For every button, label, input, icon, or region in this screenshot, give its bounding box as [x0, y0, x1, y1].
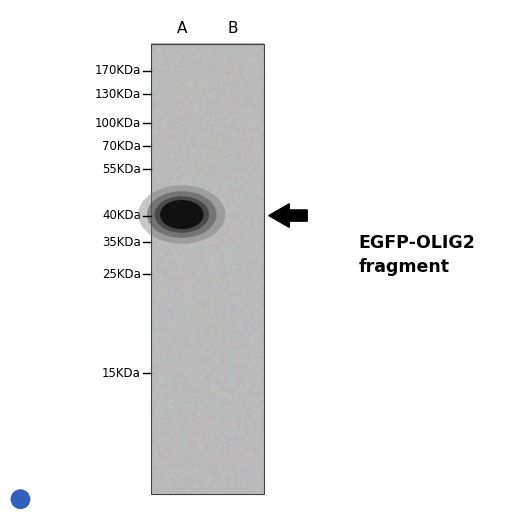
- Circle shape: [11, 490, 30, 508]
- Text: 15KDa: 15KDa: [102, 367, 141, 380]
- Text: 100KDa: 100KDa: [95, 117, 141, 130]
- Text: 40KDa: 40KDa: [102, 209, 141, 222]
- Text: 55KDa: 55KDa: [102, 163, 141, 176]
- Text: fragment: fragment: [358, 258, 450, 276]
- Ellipse shape: [138, 185, 225, 244]
- Ellipse shape: [147, 191, 217, 238]
- Text: 70KDa: 70KDa: [102, 140, 141, 153]
- Text: 25KDa: 25KDa: [102, 268, 141, 281]
- Text: a: a: [17, 494, 24, 504]
- Text: A: A: [177, 20, 187, 36]
- FancyArrow shape: [269, 204, 307, 227]
- Text: EGFP-OLIG2: EGFP-OLIG2: [358, 234, 475, 252]
- Text: 170KDa: 170KDa: [94, 64, 141, 77]
- Ellipse shape: [155, 196, 209, 233]
- Text: 35KDa: 35KDa: [102, 236, 141, 249]
- Bar: [151, 44, 264, 494]
- Bar: [151, 44, 264, 494]
- Ellipse shape: [160, 200, 203, 229]
- Text: 130KDa: 130KDa: [95, 88, 141, 101]
- Text: B: B: [228, 20, 238, 36]
